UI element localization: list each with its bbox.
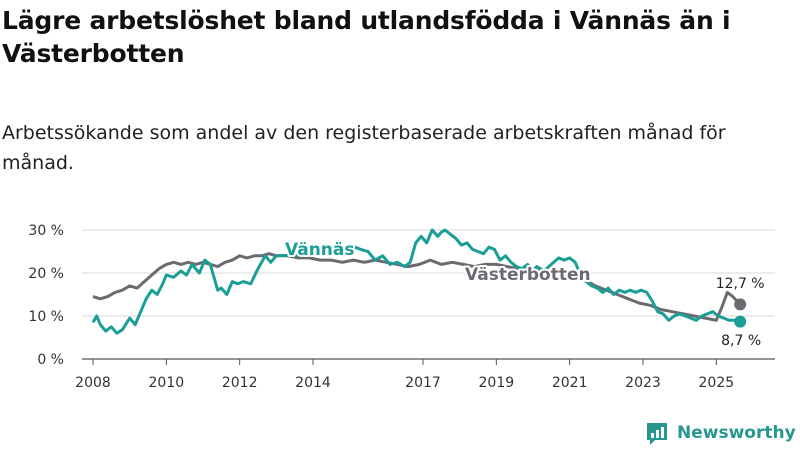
series-label-vannas: Vännäs (285, 240, 355, 260)
end-label-vannas: 8,7 % (721, 333, 761, 349)
x-tick-label: 2010 (149, 375, 185, 391)
chart-subtitle: Arbetssökande som andel av den registerb… (2, 122, 726, 174)
series-line-vasterbotten (92, 252, 742, 322)
x-tick-label: 2014 (295, 375, 331, 391)
x-tick-label: 2008 (75, 375, 111, 391)
newsworthy-logo-icon (647, 423, 667, 445)
brand-name: Newsworthy (677, 423, 796, 443)
x-tick-label: 2023 (625, 375, 661, 391)
x-tick-label: 2012 (222, 375, 258, 391)
chart-title: Lägre arbetslöshet bland utlandsfödda i … (2, 6, 731, 68)
y-tick-label: 0 % (37, 352, 64, 368)
x-tick-label: 2019 (479, 375, 515, 391)
y-tick-label: 30 % (28, 223, 64, 239)
end-point-vannas (734, 315, 747, 328)
brand-logo: Newsworthy (644, 418, 796, 448)
x-tick-label: 2021 (552, 375, 588, 391)
end-label-vasterbotten: 12,7 % (716, 276, 765, 292)
series-label-vasterbotten: Västerbotten (465, 265, 591, 285)
end-point-vasterbotten (734, 298, 747, 311)
x-tick-label: 2017 (405, 375, 441, 391)
y-tick-label: 10 % (28, 309, 64, 325)
x-tick-label: 2025 (699, 375, 735, 391)
y-tick-label: 20 % (28, 266, 64, 282)
series-line-vannas (91, 228, 741, 335)
